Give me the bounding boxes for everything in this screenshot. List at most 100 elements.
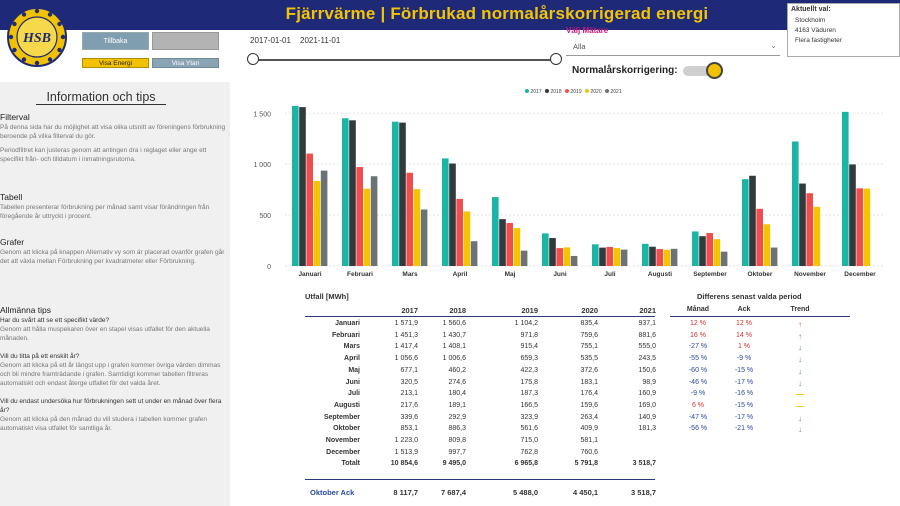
month-cell[interactable]: April — [344, 355, 360, 363]
bar[interactable] — [656, 249, 663, 266]
bar[interactable] — [592, 244, 599, 266]
month-cell[interactable]: November — [325, 437, 360, 444]
month-cell[interactable]: Juni — [345, 378, 360, 386]
legend-label[interactable]: 2018 — [551, 89, 562, 95]
table-row[interactable]: Maj 677,1 460,2 422,3 372,6 150,6 -60 % -15 % ↓ — [300, 367, 900, 378]
year-header[interactable]: 2021 — [639, 306, 656, 315]
bar[interactable] — [620, 249, 628, 266]
table-row[interactable]: Augusti 217,6 189,1 166,5 159,6 169,0 6 % -15 %… — [300, 402, 900, 413]
month-cell[interactable]: Maj — [348, 366, 360, 374]
bar[interactable] — [670, 248, 678, 266]
alternative-view-button[interactable] — [152, 32, 219, 50]
bar[interactable] — [756, 208, 763, 266]
bar[interactable] — [349, 120, 356, 266]
legend-marker[interactable] — [605, 89, 609, 93]
month-cell[interactable]: Januari — [335, 320, 360, 327]
bar[interactable] — [770, 247, 778, 266]
bar[interactable] — [356, 167, 363, 266]
bar[interactable] — [742, 179, 749, 266]
legend-marker[interactable] — [585, 89, 589, 93]
bar[interactable] — [492, 197, 499, 266]
year-header[interactable]: 2017 — [401, 306, 418, 315]
bar[interactable] — [720, 251, 728, 266]
bar[interactable] — [563, 247, 571, 266]
show-area-button[interactable]: Visa Ytan — [152, 58, 219, 68]
bar[interactable] — [456, 198, 463, 266]
table-row[interactable]: Oktober 853,1 886,3 561,6 409,9 181,3 -56 % -21… — [300, 425, 900, 436]
table-row[interactable]: Totalt 10 854,6 9 495,0 6 965,8 5 791,8 3 518… — [300, 460, 900, 471]
bar[interactable] — [342, 118, 349, 266]
start-date-input[interactable]: 2017-01-01 — [250, 36, 291, 45]
legend-label[interactable]: 2021 — [611, 89, 622, 95]
bar[interactable] — [713, 239, 721, 266]
month-cell[interactable]: Februari — [331, 331, 360, 339]
year-header[interactable]: 2020 — [581, 306, 598, 315]
bar[interactable] — [420, 209, 428, 266]
bar[interactable] — [556, 248, 563, 266]
table-row[interactable]: September 339,6 292,9 323,9 263,4 140,9 -47 % -… — [300, 414, 900, 425]
month-cell[interactable]: December — [326, 448, 360, 456]
bar[interactable] — [692, 231, 699, 266]
bar[interactable] — [463, 211, 471, 266]
bar[interactable] — [449, 163, 456, 266]
meter-dropdown[interactable]: Alla ⌄ — [566, 41, 780, 56]
table-row[interactable]: Mars 1 417,4 1 408,1 915,4 755,1 555,0 -27 % 1 … — [300, 343, 900, 354]
month-cell[interactable]: Mars — [343, 343, 360, 351]
bar[interactable] — [806, 193, 813, 266]
bar[interactable] — [363, 188, 371, 266]
bar[interactable] — [499, 219, 506, 266]
legend-marker[interactable] — [545, 89, 549, 93]
bar[interactable] — [506, 223, 513, 266]
table-row[interactable]: November 1 223,0 809,8 715,0 581,1 — [300, 437, 900, 448]
month-cell[interactable]: Juli — [347, 390, 360, 398]
bar[interactable] — [842, 111, 849, 266]
bar[interactable] — [542, 233, 549, 266]
month-cell[interactable]: September — [323, 413, 360, 421]
bar[interactable] — [849, 164, 856, 266]
bar[interactable] — [442, 158, 449, 266]
bar[interactable] — [413, 189, 421, 266]
normalization-toggle-knob[interactable] — [706, 62, 723, 79]
year-header[interactable]: 2018 — [449, 306, 466, 315]
bar[interactable] — [399, 122, 406, 266]
bar[interactable] — [549, 238, 556, 266]
bar[interactable] — [799, 183, 806, 266]
bar[interactable] — [699, 236, 706, 266]
bar[interactable] — [613, 248, 621, 266]
bar[interactable] — [320, 170, 328, 266]
bar[interactable] — [813, 206, 821, 266]
bar[interactable] — [763, 224, 771, 266]
bar[interactable] — [306, 153, 313, 266]
legend-label[interactable]: 2020 — [591, 89, 602, 95]
normalization-toggle[interactable] — [683, 66, 721, 76]
bar[interactable] — [406, 172, 413, 266]
bar[interactable] — [749, 175, 756, 266]
bar[interactable] — [649, 246, 656, 266]
bar[interactable] — [856, 188, 863, 266]
legend-label[interactable]: 2017 — [531, 89, 542, 95]
table-row[interactable]: Januari 1 571,9 1 560,6 1 104,2 835,4 937,1 12… — [300, 320, 900, 331]
bar[interactable] — [520, 250, 528, 266]
month-cell[interactable]: Totalt — [341, 460, 360, 468]
year-header[interactable]: 2019 — [521, 306, 538, 315]
bar[interactable] — [706, 233, 713, 266]
legend-label[interactable]: 2019 — [571, 89, 582, 95]
consumption-bar-chart[interactable]: 0 500 1 000 1 500 2017 2018 2019 2020 2021 Januar… — [240, 86, 900, 286]
table-row[interactable]: Juli 213,1 180,4 187,3 176,4 160,9 -9 % -16 % — — [300, 390, 900, 401]
period-slider-end-handle[interactable] — [550, 53, 562, 65]
bar[interactable] — [313, 180, 321, 266]
bar[interactable] — [292, 105, 299, 266]
back-button[interactable]: Tillbaka — [82, 32, 149, 50]
bar[interactable] — [299, 107, 306, 267]
bar[interactable] — [392, 121, 399, 266]
period-slider-start-handle[interactable] — [247, 53, 259, 65]
table-row[interactable]: December 1 513,9 997,7 762,8 760,6 — [300, 449, 900, 460]
end-date-input[interactable]: 2021-11-01 — [300, 36, 341, 45]
period-slider-track[interactable] — [252, 59, 557, 61]
bar[interactable] — [570, 255, 578, 266]
month-cell[interactable]: Augusti — [333, 401, 360, 409]
month-cell[interactable]: Oktober — [333, 425, 360, 433]
bar[interactable] — [370, 176, 378, 266]
bar[interactable] — [599, 247, 606, 266]
bar[interactable] — [663, 249, 671, 266]
